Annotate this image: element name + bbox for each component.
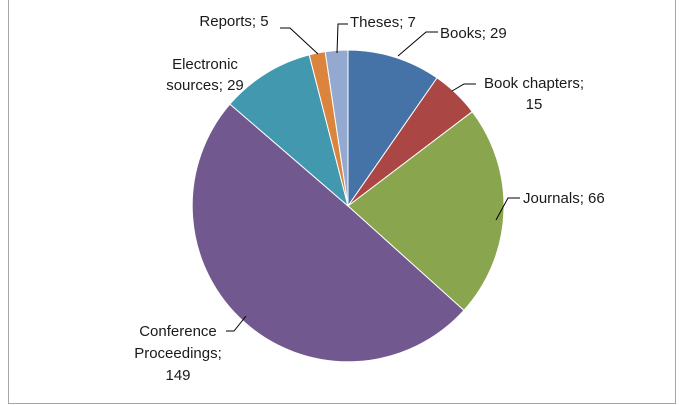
leader-line-theses [336, 23, 348, 54]
chart-frame [8, 0, 676, 404]
data-label-books: Books; 29 [440, 25, 507, 42]
pie-slices [191, 49, 505, 363]
data-label-theses: Theses; 7 [350, 14, 416, 31]
data-label-book-chapters: Book chapters; 15 [484, 75, 584, 113]
leader-line-reports [280, 27, 319, 55]
leader-line-conference-proceedings [226, 315, 247, 332]
leader-lines [226, 23, 520, 332]
data-label-conference-proceedings: Conference Proceedings; 149 [134, 323, 222, 384]
data-label-electronic-sources: Electronic sources; 29 [166, 56, 244, 94]
data-label-journals: Journals; 66 [523, 190, 605, 207]
leader-line-book-chapters [451, 83, 476, 92]
slice-books [347, 49, 438, 208]
slice-theses [324, 49, 349, 207]
slice-labels: Books; 29 Book chapters; 15 Journals; 66 Con… [134, 13, 605, 384]
leader-line-journals [495, 197, 520, 221]
slice-conference-proceedings [191, 103, 465, 363]
slice-journals [347, 110, 505, 312]
leader-line-books [397, 31, 438, 57]
data-label-reports: Reports; 5 [199, 13, 268, 30]
